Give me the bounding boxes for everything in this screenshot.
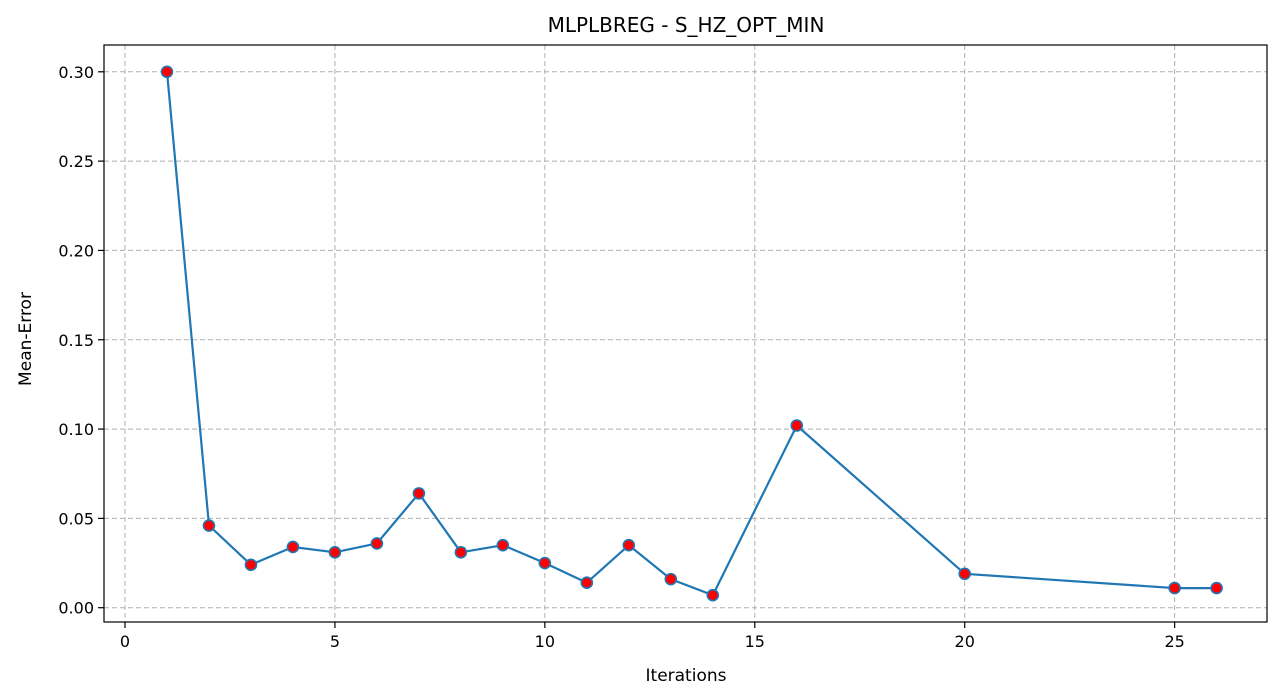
chart-title: MLPLBREG - S_HZ_OPT_MIN: [548, 13, 825, 37]
y-axis-label: Mean-Error: [16, 292, 36, 386]
plot-layer: [160, 65, 1223, 602]
data-point: [244, 558, 258, 572]
data-point: [160, 65, 174, 79]
data-point: [454, 546, 468, 559]
data-point: [580, 576, 594, 589]
y-tick-label: 0.00: [58, 599, 94, 618]
data-point: [412, 487, 426, 500]
ticks-layer: 0 5 10 15 20 25 0.00 0.05 0.10 0.15 0.20 0.25 0.30: [58, 63, 1184, 651]
axes-frame: [103, 44, 1268, 623]
data-point: [706, 588, 720, 602]
data-point: [958, 567, 972, 581]
x-axis-label: Iterations: [646, 666, 727, 686]
data-point: [790, 419, 804, 432]
series-line: [165, 71, 1217, 597]
data-point: [202, 519, 216, 532]
y-tick-label: 0.25: [58, 152, 94, 171]
data-point: [370, 537, 384, 550]
data-point: [1168, 581, 1181, 595]
data-point: [664, 572, 678, 586]
x-tick-label: 15: [745, 632, 765, 651]
x-tick-label: 5: [330, 632, 340, 651]
data-point: [622, 538, 636, 552]
x-tick-label: 10: [535, 632, 555, 651]
x-tick-label: 0: [120, 632, 130, 651]
x-tick-label: 20: [955, 632, 975, 651]
grid-layer: [104, 45, 1267, 622]
data-point: [286, 540, 300, 554]
y-tick-label: 0.20: [58, 241, 94, 260]
data-point: [538, 556, 552, 570]
y-tick-label: 0.15: [58, 331, 94, 350]
y-tick-label: 0.10: [58, 420, 94, 439]
data-point: [1210, 581, 1223, 595]
y-tick-label: 0.05: [58, 509, 94, 528]
data-point: [328, 546, 342, 559]
y-tick-label: 0.30: [58, 63, 94, 82]
x-tick-label: 25: [1164, 632, 1184, 651]
data-point: [496, 538, 510, 552]
